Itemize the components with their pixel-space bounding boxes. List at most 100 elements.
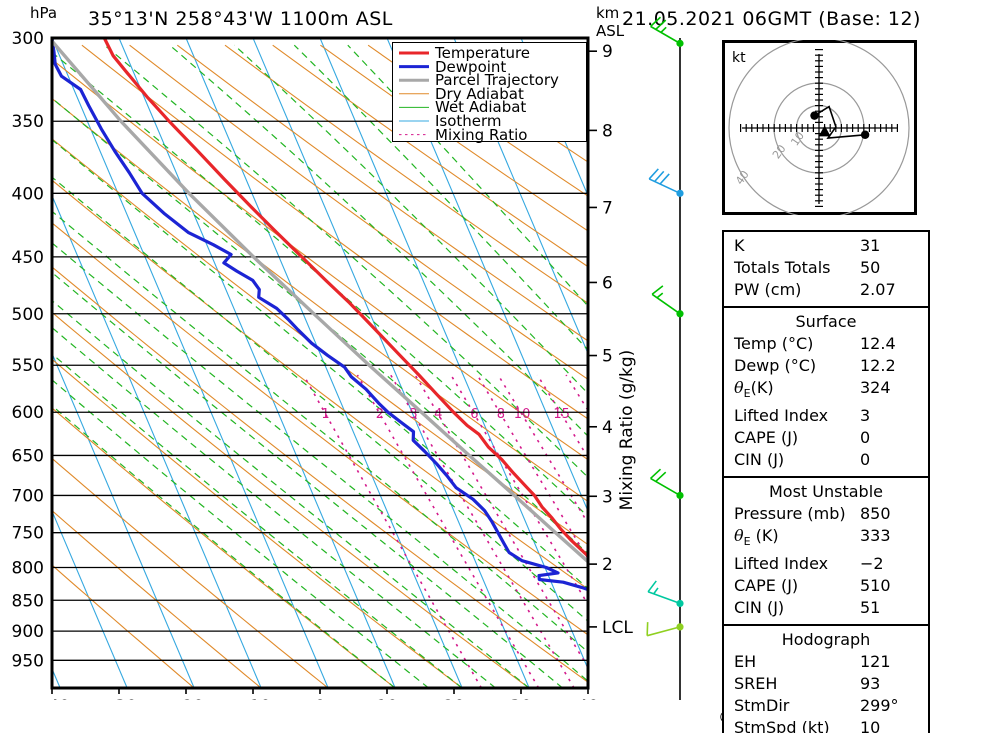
- panel-row: StmSpd (kt) 10: [734, 717, 918, 733]
- svg-text:7: 7: [602, 198, 613, 218]
- svg-text:9: 9: [602, 42, 613, 62]
- panel-row-label: Lifted Index: [734, 406, 829, 426]
- svg-text:550: 550: [12, 356, 44, 376]
- legend-label-mixing-ratio: Mixing Ratio: [435, 125, 528, 144]
- svg-text:30: 30: [510, 697, 532, 700]
- svg-text:10: 10: [514, 407, 531, 422]
- svg-text:2: 2: [376, 407, 384, 422]
- panel-row: EH 121: [734, 651, 918, 673]
- panel-row-label: θE (K): [734, 526, 779, 549]
- svg-text:kt: kt: [732, 50, 746, 66]
- panel-title: Surface: [795, 312, 857, 331]
- panel-row-value: 50: [860, 258, 881, 277]
- svg-text:700: 700: [12, 486, 44, 506]
- panel-row-value: 324: [860, 378, 891, 397]
- panel-row-label: θE(K): [734, 378, 774, 401]
- svg-text:5: 5: [602, 347, 613, 367]
- panel-row-value: 31: [860, 236, 881, 255]
- page-title: 35°13'N 258°43'W 1100m ASL: [88, 8, 393, 30]
- svg-text:LCL: LCL: [602, 618, 633, 638]
- panel-title: Hodograph: [781, 630, 871, 650]
- svg-text:450: 450: [12, 248, 44, 268]
- panel-row-label: SREH: [734, 674, 778, 694]
- panel-row: SREH 93: [734, 673, 918, 695]
- panel-row: CIN (J) 0: [734, 449, 918, 471]
- svg-text:−10: −10: [235, 697, 271, 700]
- panel-title: Most Unstable: [769, 482, 883, 502]
- panel-row-label: CIN (J): [734, 598, 785, 618]
- legend-label-dewpoint: Dewpoint: [435, 57, 507, 76]
- svg-text:400: 400: [12, 184, 44, 204]
- height-unit-label-2: ASL: [596, 22, 625, 40]
- svg-text:3: 3: [409, 407, 417, 422]
- panel-row-label: Totals Totals: [734, 258, 831, 277]
- svg-text:650: 650: [12, 446, 44, 466]
- panel-row: θE (K) 333: [734, 525, 918, 553]
- svg-text:6: 6: [470, 407, 478, 422]
- panel-row: Totals Totals 50: [734, 257, 918, 279]
- panel-row-value: 93: [860, 674, 881, 694]
- panel-row-label: K: [734, 236, 745, 255]
- data-panels: K 31 Totals Totals 50 PW (cm) 2.07 Surface Temp…: [722, 230, 930, 733]
- svg-text:850: 850: [12, 591, 44, 611]
- panel-row-label: Lifted Index: [734, 554, 829, 574]
- panel-row-value: 51: [860, 598, 881, 618]
- pressure-unit-label: hPa: [30, 4, 58, 22]
- panel-row-value: 12.2: [860, 356, 896, 375]
- panel-most-unstable: Most Unstable Pressure (mb) 850 θE (K) 333 Li…: [722, 476, 930, 627]
- panel-row: Lifted Index −2: [734, 553, 918, 575]
- svg-text:−30: −30: [101, 697, 137, 700]
- panel-row: CIN (J) 51: [734, 597, 918, 619]
- svg-text:−40: −40: [34, 697, 70, 700]
- panel-row-label: PW (cm): [734, 280, 802, 299]
- svg-text:4: 4: [602, 418, 613, 438]
- panel-row: K 31: [734, 235, 918, 257]
- panel-row-label: CIN (J): [734, 450, 785, 470]
- datetime-label: 21.05.2021 06GMT (Base: 12): [622, 8, 921, 30]
- svg-text:300: 300: [12, 29, 44, 49]
- svg-text:800: 800: [12, 559, 44, 579]
- legend-label-isotherm: Isotherm: [435, 112, 502, 130]
- legend-box: Temperature Dewpoint Parcel Trajectory Dry …: [392, 42, 587, 144]
- legend-label-wet-adiabat: Wet Adiabat: [435, 98, 527, 117]
- panel-row-value: −2: [860, 554, 884, 574]
- svg-text:6: 6: [602, 273, 613, 293]
- svg-text:4: 4: [434, 407, 442, 422]
- panel-row-value: 10: [860, 718, 881, 733]
- svg-text:Mixing Ratio (g/kg): Mixing Ratio (g/kg): [617, 350, 637, 511]
- panel-row-label: CAPE (J): [734, 428, 799, 448]
- panel-hodograph-stats: Hodograph EH 121 SREH 93 StmDir 299° StmSpd (kt…: [722, 624, 930, 733]
- panel-row: CAPE (J) 0: [734, 427, 918, 449]
- panel-row: Temp (°C) 12.4: [734, 333, 918, 355]
- svg-text:3: 3: [602, 487, 613, 507]
- svg-text:950: 950: [12, 651, 44, 671]
- svg-text:900: 900: [12, 622, 44, 642]
- panel-row: CAPE (J) 510: [734, 575, 918, 597]
- panel-indices: K 31 Totals Totals 50 PW (cm) 2.07: [722, 230, 930, 308]
- panel-row-value: 333: [860, 526, 891, 546]
- skewt-diagram: 1234681015−40−30−20−10010203040Dewpoint …: [12, 16, 684, 700]
- svg-text:600: 600: [12, 403, 44, 423]
- panel-row-label: CAPE (J): [734, 576, 799, 596]
- panel-row-label: Pressure (mb): [734, 504, 846, 524]
- svg-text:40: 40: [577, 697, 599, 700]
- panel-row-label: StmDir: [734, 696, 790, 716]
- panel-row-label: Temp (°C): [734, 334, 814, 353]
- svg-text:1: 1: [321, 407, 329, 422]
- panel-row-value: 510: [860, 576, 891, 596]
- svg-text:20: 20: [443, 697, 465, 700]
- panel-row-value: 2.07: [860, 280, 896, 299]
- panel-row: StmDir 299°: [734, 695, 918, 717]
- legend-label-temperature: Temperature: [435, 44, 531, 62]
- svg-text:15: 15: [553, 407, 570, 422]
- svg-text:0: 0: [315, 697, 326, 700]
- height-unit-label-1: km: [596, 4, 620, 22]
- panel-row: Dewp (°C) 12.2: [734, 355, 918, 377]
- panel-row-value: 299°: [860, 696, 899, 716]
- panel-row-value: 3: [860, 406, 871, 426]
- svg-text:350: 350: [12, 112, 44, 132]
- legend-swatches: [399, 51, 429, 136]
- panel-row: θE(K) 324: [734, 377, 918, 405]
